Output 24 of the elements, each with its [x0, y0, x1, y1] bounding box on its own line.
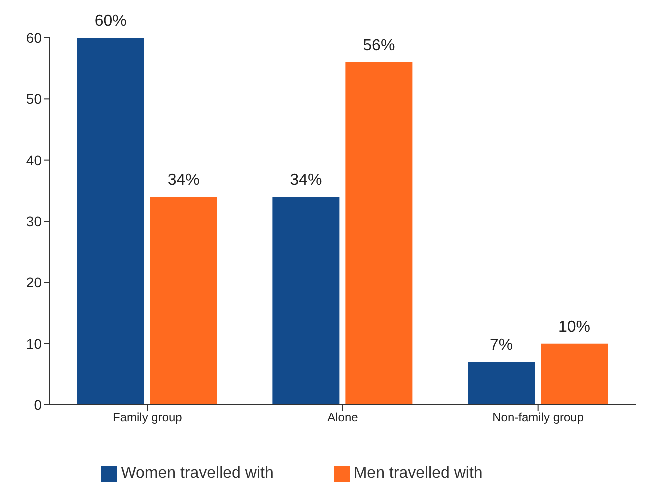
data-label: 34%: [290, 172, 322, 190]
data-label: 34%: [168, 172, 200, 190]
y-tick-label: 0: [34, 396, 42, 413]
bar: [468, 362, 536, 405]
bar: [346, 62, 413, 405]
x-tick-label: Non-family group: [492, 410, 584, 425]
legend-label: Men travelled with: [354, 465, 483, 482]
y-tick-label: 20: [26, 274, 42, 291]
data-label: 10%: [558, 318, 591, 336]
y-tick-label: 50: [26, 91, 42, 108]
y-tick-label: 10: [26, 336, 42, 352]
bar: [541, 344, 608, 405]
x-tick-label: Family group: [112, 410, 183, 425]
data-label: 7%: [490, 337, 514, 354]
y-tick-label: 40: [26, 152, 42, 168]
legend-label: Women travelled with: [121, 465, 274, 482]
y-tick-label: 60: [26, 30, 42, 46]
y-tick-label: 30: [26, 213, 42, 230]
bar: [150, 197, 218, 405]
bar: [272, 197, 340, 405]
bar: [77, 38, 144, 405]
data-label: 56%: [363, 37, 396, 54]
data-label: 60%: [94, 13, 127, 30]
x-tick-label: Alone: [328, 410, 359, 425]
